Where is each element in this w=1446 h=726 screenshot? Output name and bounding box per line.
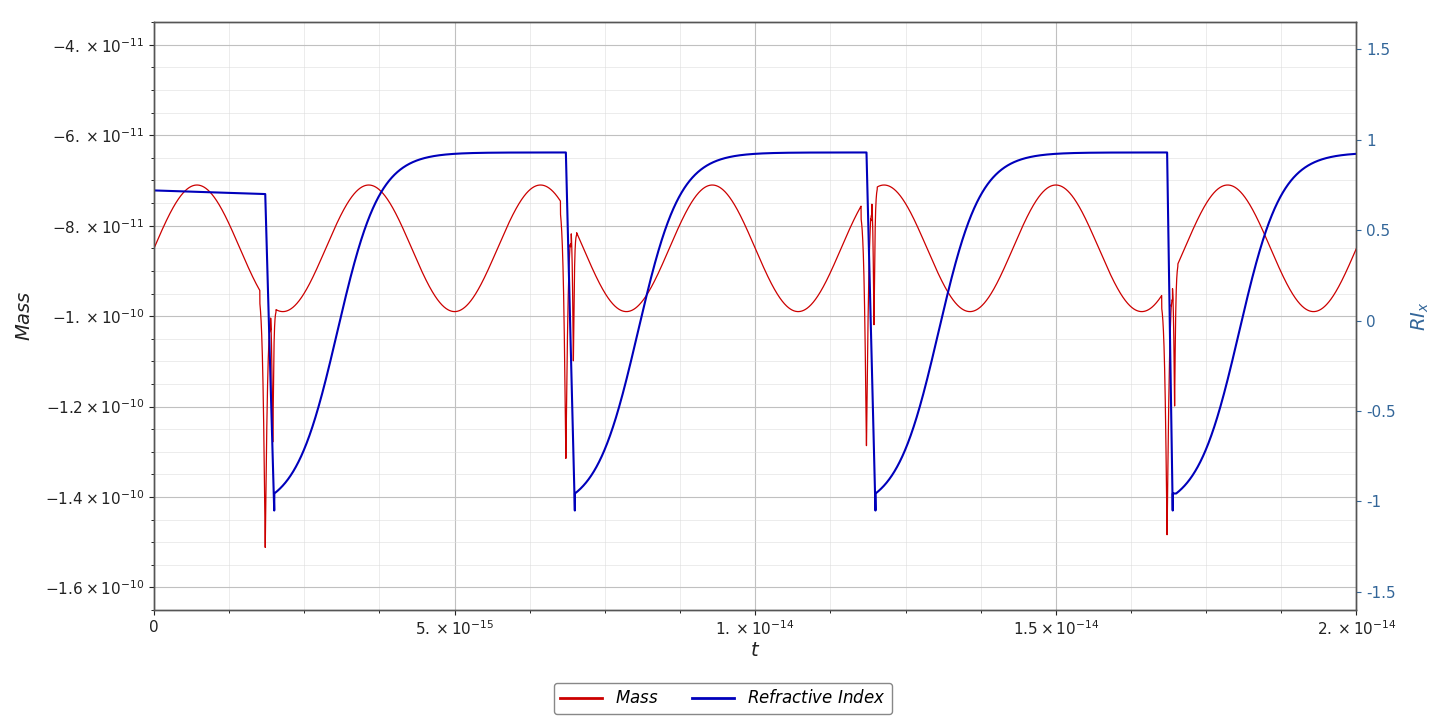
Y-axis label: $RI_x$: $RI_x$: [1410, 301, 1432, 331]
X-axis label: $t$: $t$: [750, 641, 761, 660]
Legend: $\mathit{Mass}$, $\mathit{Refractive\ Index}$: $\mathit{Mass}$, $\mathit{Refractive\ In…: [554, 682, 892, 714]
Y-axis label: $\mathit{Mass}$: $\mathit{Mass}$: [14, 291, 35, 341]
